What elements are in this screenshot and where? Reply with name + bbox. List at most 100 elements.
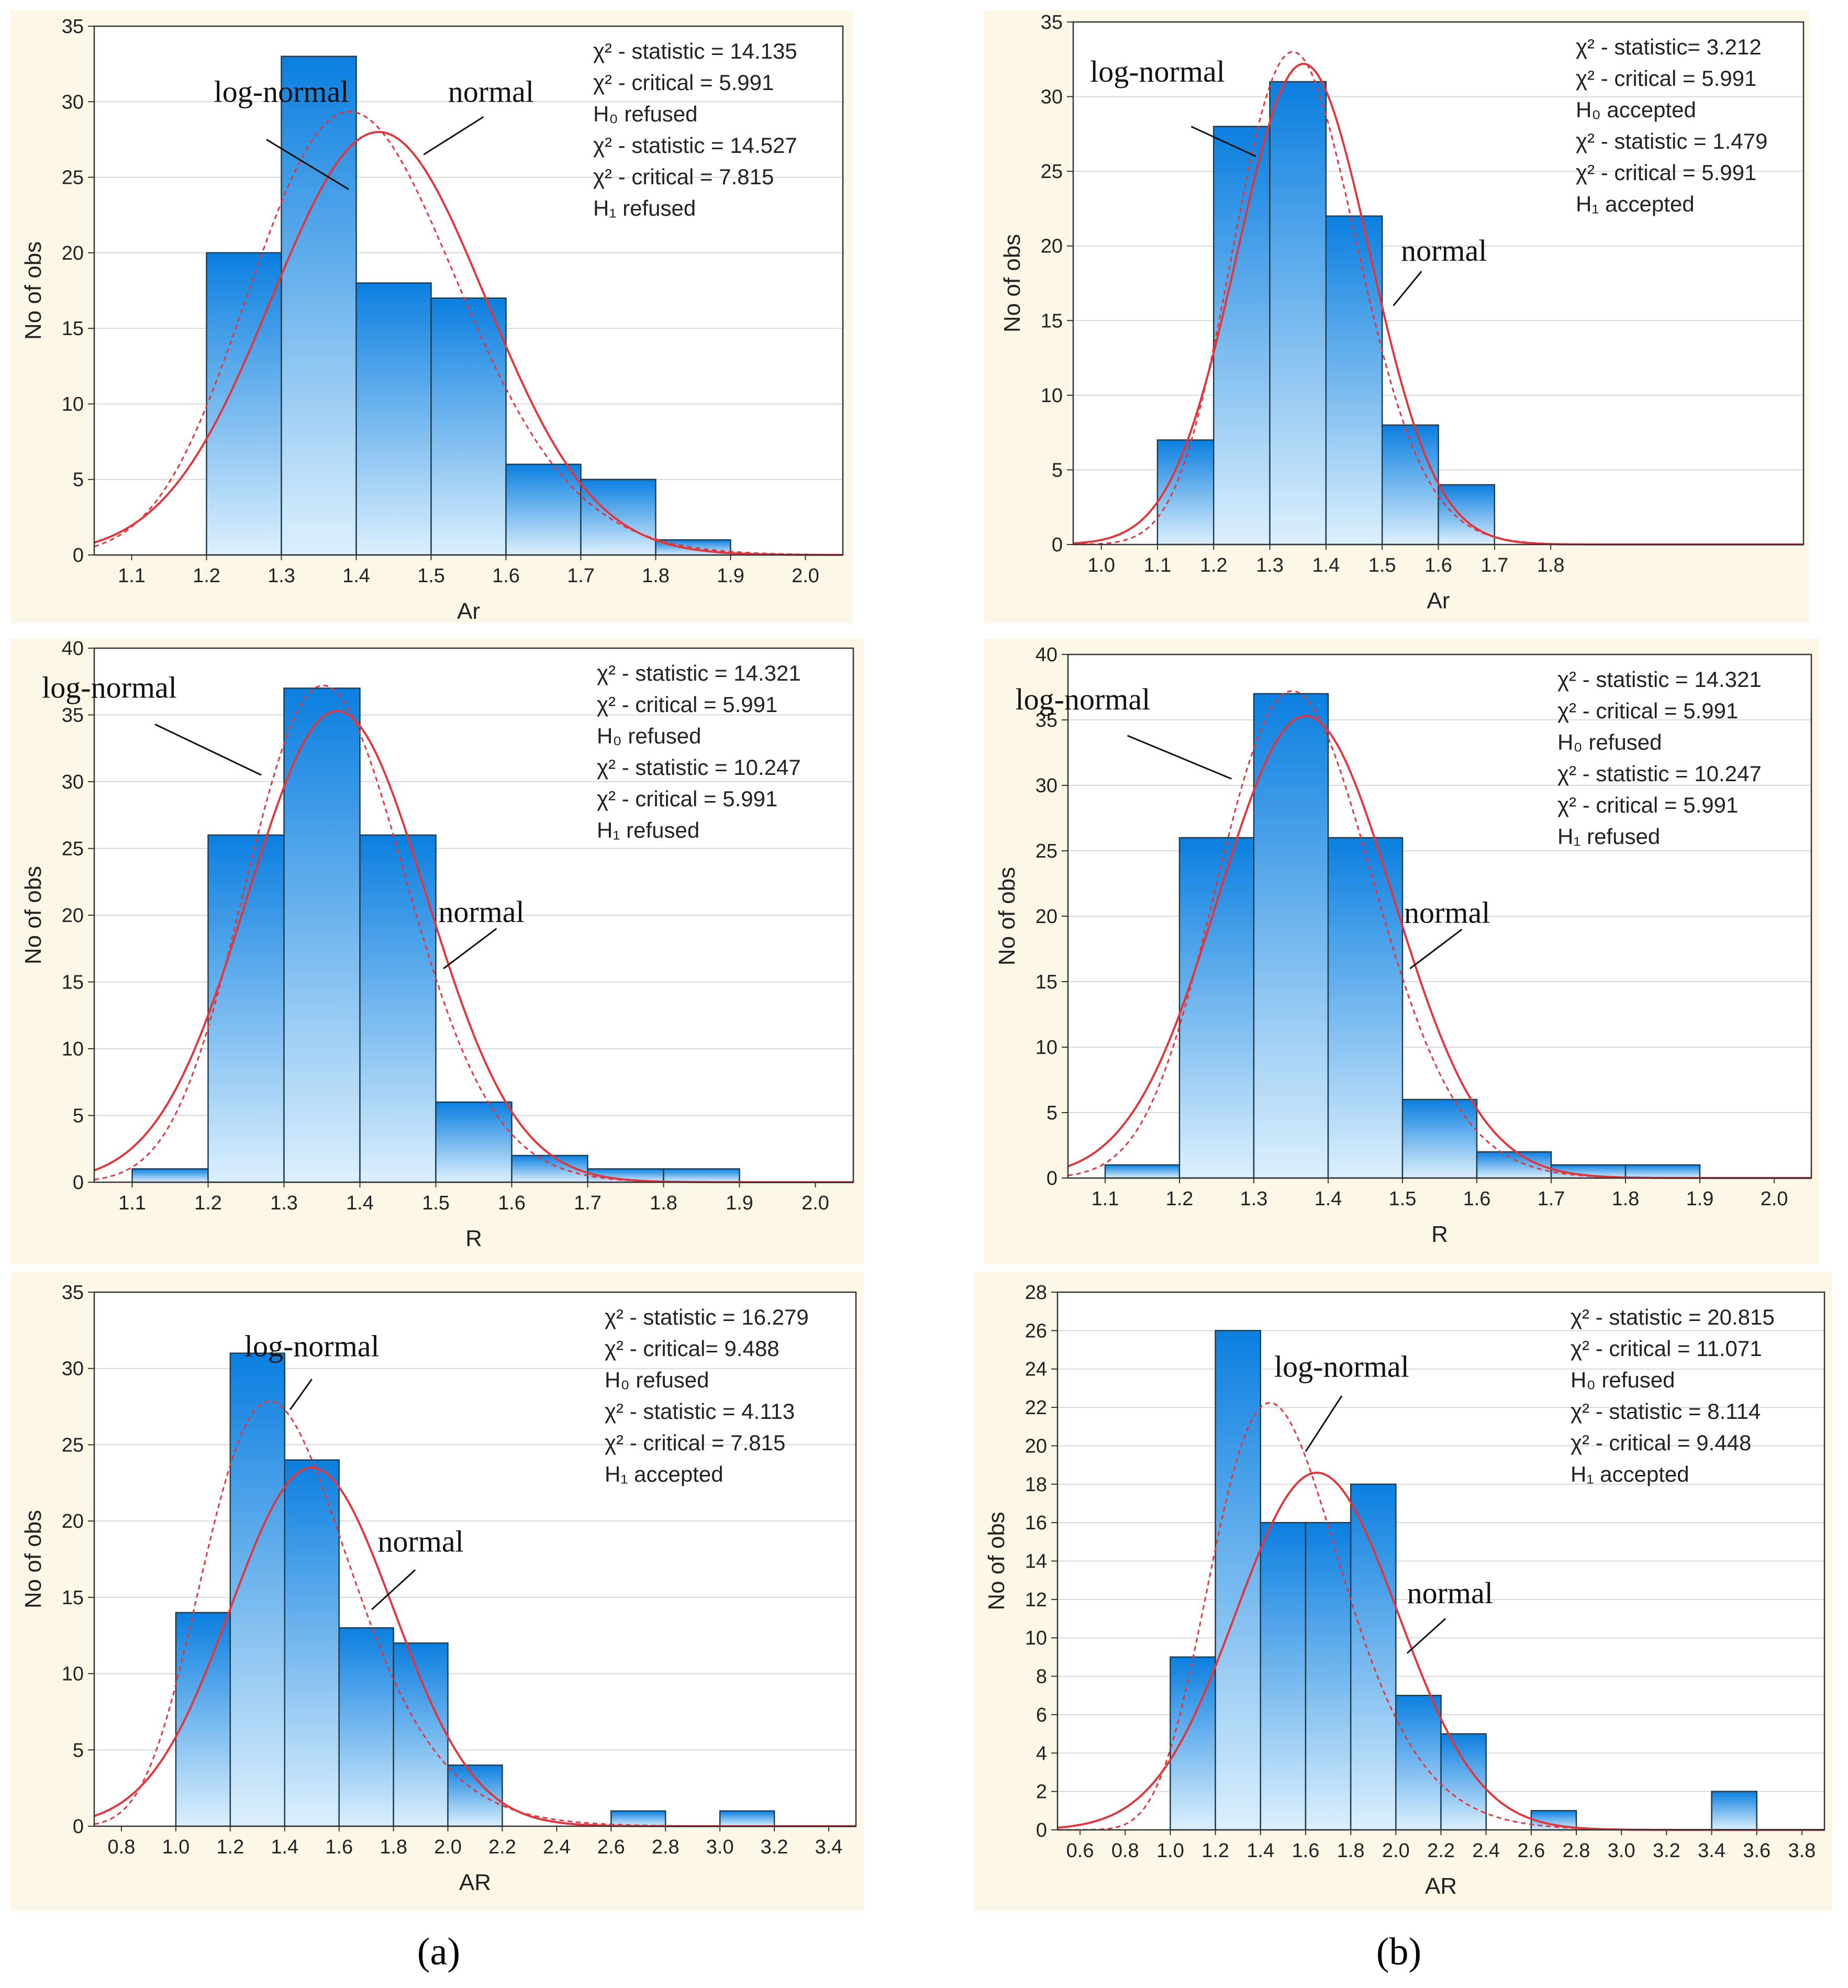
lognormal-label: log-normal [42, 670, 177, 704]
x-tick-label: 1.7 [1480, 554, 1508, 576]
lognormal-label: log-normal [1016, 682, 1151, 716]
lognormal-label: log-normal [214, 74, 349, 108]
histogram-bar [284, 1459, 340, 1827]
histogram-bar [1395, 1695, 1442, 1831]
x-tick-label: 1.1 [118, 1192, 146, 1214]
normal-label: normal [1401, 234, 1487, 268]
x-axis-title: AR [459, 1870, 491, 1895]
y-tick-label: 18 [1025, 1474, 1047, 1496]
x-tick-label: 1.2 [1201, 1840, 1229, 1862]
normal-label: normal [438, 895, 524, 929]
x-tick-label: 1.5 [1368, 554, 1396, 576]
y-tick-label: 0 [1036, 1819, 1047, 1841]
y-tick-label: 15 [62, 972, 84, 994]
plot-frame [1056, 1291, 1825, 1831]
y-tick-label: 30 [1036, 775, 1057, 797]
histogram-bar [338, 1627, 394, 1827]
x-tick-label: 1.2 [194, 1192, 222, 1214]
x-tick-label: 1.8 [1337, 1840, 1365, 1862]
x-tick-label: 1.7 [574, 1192, 602, 1214]
y-tick-label: 4 [1036, 1742, 1047, 1764]
stat-line: H₁ accepted [1571, 1462, 1689, 1486]
y-axis-title: No of obs [20, 1510, 46, 1608]
stat-line: χ² - critical = 5.991 [1576, 66, 1756, 91]
stat-line: χ² - statistic = 10.247 [1557, 761, 1762, 786]
normal-leader-line [423, 116, 484, 156]
x-tick-label: 0.6 [1066, 1840, 1094, 1862]
chart-panel-3: 0 5 10 15 20 25 30 35 40 1.1 1.2 1.3 1.4 1.5 1.6 1.7 1.8… [10, 638, 864, 1264]
y-tick-label: 0 [73, 1816, 84, 1838]
stat-line: χ² - critical = 5.991 [1557, 793, 1738, 817]
y-tick-label: 10 [1025, 1627, 1047, 1649]
histogram-bar [1401, 1098, 1478, 1179]
histogram-bar [1305, 1521, 1352, 1831]
histogram-bar [393, 1642, 449, 1827]
lognormal-leader-line [266, 139, 349, 190]
normal-label: normal [377, 1524, 463, 1558]
plot-frame [93, 1291, 857, 1827]
normal-label: normal [1407, 1576, 1493, 1610]
x-tick-label: 2.6 [1517, 1840, 1545, 1862]
x-tick-label: 2.0 [792, 565, 819, 587]
y-tick-label: 30 [62, 1358, 84, 1380]
x-tick-label: 1.9 [1686, 1188, 1714, 1210]
x-tick-label: 1.3 [1256, 554, 1284, 576]
x-tick-label: 1.0 [162, 1836, 190, 1858]
histogram-bar [505, 463, 582, 556]
x-tick-label: 1.6 [1424, 554, 1452, 576]
x-tick-label: 0.8 [108, 1836, 136, 1858]
y-axis-title: No of obs [994, 867, 1020, 965]
x-tick-label: 3.2 [1653, 1840, 1680, 1862]
stat-line: χ² - critical = 7.815 [593, 164, 774, 189]
x-tick-label: 2.2 [488, 1836, 516, 1858]
x-tick-label: 1.2 [216, 1836, 244, 1858]
normal-leader-line [371, 1569, 416, 1611]
x-tick-label: 1.6 [498, 1192, 526, 1214]
y-tick-label: 15 [1036, 971, 1057, 993]
x-tick-label: 2.8 [652, 1836, 680, 1858]
y-tick-label: 8 [1036, 1666, 1047, 1688]
y-axis-title: No of obs [984, 1512, 1009, 1610]
y-tick-label: 40 [62, 638, 84, 660]
x-tick-label: 1.8 [380, 1836, 407, 1858]
stat-line: χ² - statistic = 14.321 [1557, 667, 1762, 692]
y-tick-label: 20 [62, 1511, 84, 1532]
stat-line: χ² - critical = 5.991 [1557, 698, 1738, 723]
y-tick-label: 5 [73, 469, 84, 491]
histogram-bar [1350, 1483, 1397, 1831]
lognormal-leader-line [1305, 1395, 1343, 1452]
x-axis-title: Ar [457, 598, 480, 624]
histogram-bar [1624, 1164, 1701, 1179]
histogram-bar [229, 1352, 286, 1827]
x-tick-label: 1.1 [1092, 1188, 1119, 1210]
y-tick-label: 30 [62, 91, 84, 113]
y-tick-label: 25 [1041, 161, 1063, 183]
x-tick-label: 1.8 [650, 1192, 677, 1214]
x-tick-label: 3.4 [1698, 1840, 1725, 1862]
y-tick-label: 20 [62, 905, 84, 927]
stat-line: H₁ refused [593, 196, 696, 220]
x-tick-label: 3.0 [706, 1836, 734, 1858]
y-tick-label: 10 [1041, 385, 1063, 407]
x-tick-label: 1.9 [726, 1192, 753, 1214]
normal-leader-line [1406, 1618, 1446, 1654]
stat-line: χ² - critical = 5.991 [597, 786, 777, 811]
stat-line: χ² - critical= 9.488 [605, 1336, 780, 1361]
x-tick-label: 1.0 [1087, 554, 1115, 576]
x-tick-label: 1.8 [1537, 554, 1565, 576]
stat-line: χ² - critical = 9.448 [1571, 1430, 1751, 1455]
x-tick-label: 2.4 [1472, 1840, 1500, 1862]
histogram-bar [1327, 837, 1404, 1179]
histogram-bar [207, 834, 285, 1183]
y-tick-label: 25 [62, 1434, 84, 1456]
stat-line: χ² - statistic = 14.527 [593, 133, 797, 158]
stat-line: χ² - critical = 7.815 [605, 1430, 785, 1455]
lognormal-leader-line [154, 723, 262, 776]
normal-curve [94, 130, 843, 556]
x-tick-label: 1.4 [1315, 1188, 1342, 1210]
y-tick-label: 20 [1025, 1435, 1047, 1457]
histogram-bar [1381, 424, 1439, 546]
y-tick-label: 22 [1025, 1397, 1047, 1419]
x-tick-label: 1.2 [193, 565, 220, 587]
